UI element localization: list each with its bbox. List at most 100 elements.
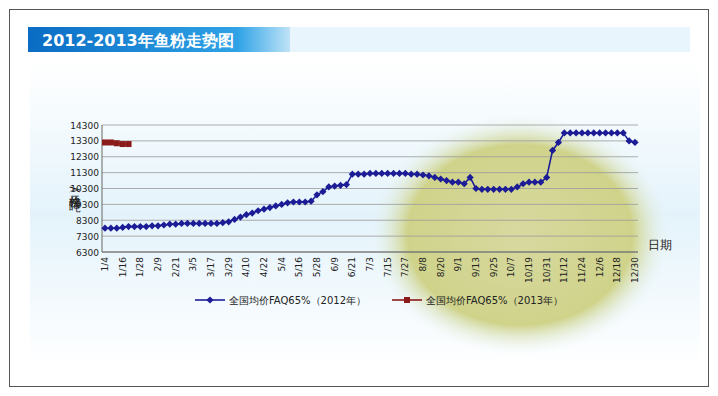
x-tick-label: 6/21 (347, 257, 357, 277)
point (219, 219, 226, 226)
point (443, 177, 450, 184)
x-tick-label: 8/20 (436, 257, 446, 277)
point (419, 171, 426, 178)
x-tick-label: 1/4 (100, 257, 110, 272)
y-tick-label: 6300 (76, 248, 99, 258)
y-tick-label: 7300 (76, 232, 99, 242)
chart: 2012-2013年鱼粉走势图6300730083009300103001130… (0, 0, 718, 396)
frame (10, 10, 709, 387)
point (343, 181, 350, 188)
point (425, 172, 432, 179)
x-tick-label: 12/6 (595, 257, 605, 277)
x-tick-label: 4/22 (259, 257, 269, 277)
point (272, 202, 279, 209)
x-tick-label: 3/17 (206, 257, 216, 277)
y-tick-label: 13300 (70, 136, 99, 146)
point (331, 183, 338, 190)
grid-line (102, 236, 638, 237)
point (402, 170, 409, 177)
point (102, 139, 108, 145)
point (172, 221, 179, 228)
grid-line (102, 156, 638, 157)
x-tick-label: 9/25 (489, 257, 499, 277)
y-tick-label: 12300 (70, 152, 99, 162)
x-tick-label: 7/3 (365, 257, 375, 271)
x-tick-label: 5/28 (312, 257, 322, 277)
point (160, 221, 167, 228)
series-line (105, 133, 635, 228)
point (414, 171, 421, 178)
data-group (101, 129, 638, 231)
x-axis-label: 日期 (648, 238, 672, 252)
y-tick-label: 9300 (76, 200, 99, 210)
fishmeal-picture (370, 115, 670, 355)
x-tick-label: 5/4 (277, 257, 287, 272)
point (108, 139, 114, 145)
point (455, 179, 462, 186)
point (154, 222, 161, 229)
x-axis (102, 252, 638, 253)
point (313, 191, 320, 198)
x-tick-label: 7/27 (400, 257, 410, 277)
point (143, 223, 150, 230)
point (472, 185, 479, 192)
title: 2012-2013年鱼粉走势图 (42, 31, 234, 50)
point (319, 188, 326, 195)
point (206, 296, 213, 303)
point (308, 198, 315, 205)
point (255, 207, 262, 214)
x-tick-label: 10/7 (506, 257, 516, 277)
point (514, 183, 521, 190)
point (260, 206, 267, 213)
legend-label: 全国均价FAQ65%（2012年） (229, 295, 366, 306)
page-bg (0, 0, 718, 396)
point (120, 141, 126, 147)
y-axis-label: 价格（元/吨） (68, 186, 82, 212)
point (302, 198, 309, 205)
x-tick-label: 11/24 (577, 257, 587, 283)
point (437, 175, 444, 182)
x-tick-label: 8/8 (418, 257, 428, 272)
y-tick-label: 14300 (70, 121, 99, 131)
grid-line (102, 220, 638, 221)
point (213, 220, 220, 227)
x-tick-label: 6/9 (330, 257, 340, 272)
x-tick-label: 4/10 (241, 257, 251, 277)
y-tick-label: 8300 (76, 216, 99, 226)
point (549, 147, 556, 154)
point (537, 179, 544, 186)
panel-bg (30, 62, 700, 367)
x-tick-label: 10/31 (542, 257, 552, 283)
title-banner (28, 27, 290, 52)
point (543, 174, 550, 181)
point (520, 180, 527, 187)
point (126, 141, 132, 147)
grid-line (102, 252, 638, 253)
x-tick-label: 9/1 (453, 257, 463, 271)
grid-line (102, 188, 638, 189)
x-tick-label: 7/15 (383, 257, 393, 277)
point (278, 201, 285, 208)
title-band (290, 27, 690, 52)
point (467, 174, 474, 181)
point (620, 129, 627, 136)
point (631, 139, 638, 146)
legend-label: 全国均价FAQ65%（2013年） (426, 295, 563, 306)
x-tick-label: 10/19 (524, 257, 534, 283)
point (361, 171, 368, 178)
point (404, 297, 410, 303)
x-tick-label: 2/9 (153, 257, 163, 272)
x-tick-label: 3/29 (224, 257, 234, 277)
point (337, 182, 344, 189)
point (325, 183, 332, 190)
x-tick-label: 11/12 (559, 257, 569, 283)
x-tick-label: 5/16 (294, 257, 304, 277)
y-tick-label: 11300 (70, 168, 99, 178)
x-tick-label: 1/16 (118, 257, 128, 277)
point (284, 199, 291, 206)
point (626, 137, 633, 144)
x-tick-label: 12/30 (630, 257, 640, 283)
point (461, 180, 468, 187)
x-tick-label: 1/28 (135, 257, 145, 277)
point (431, 174, 438, 181)
